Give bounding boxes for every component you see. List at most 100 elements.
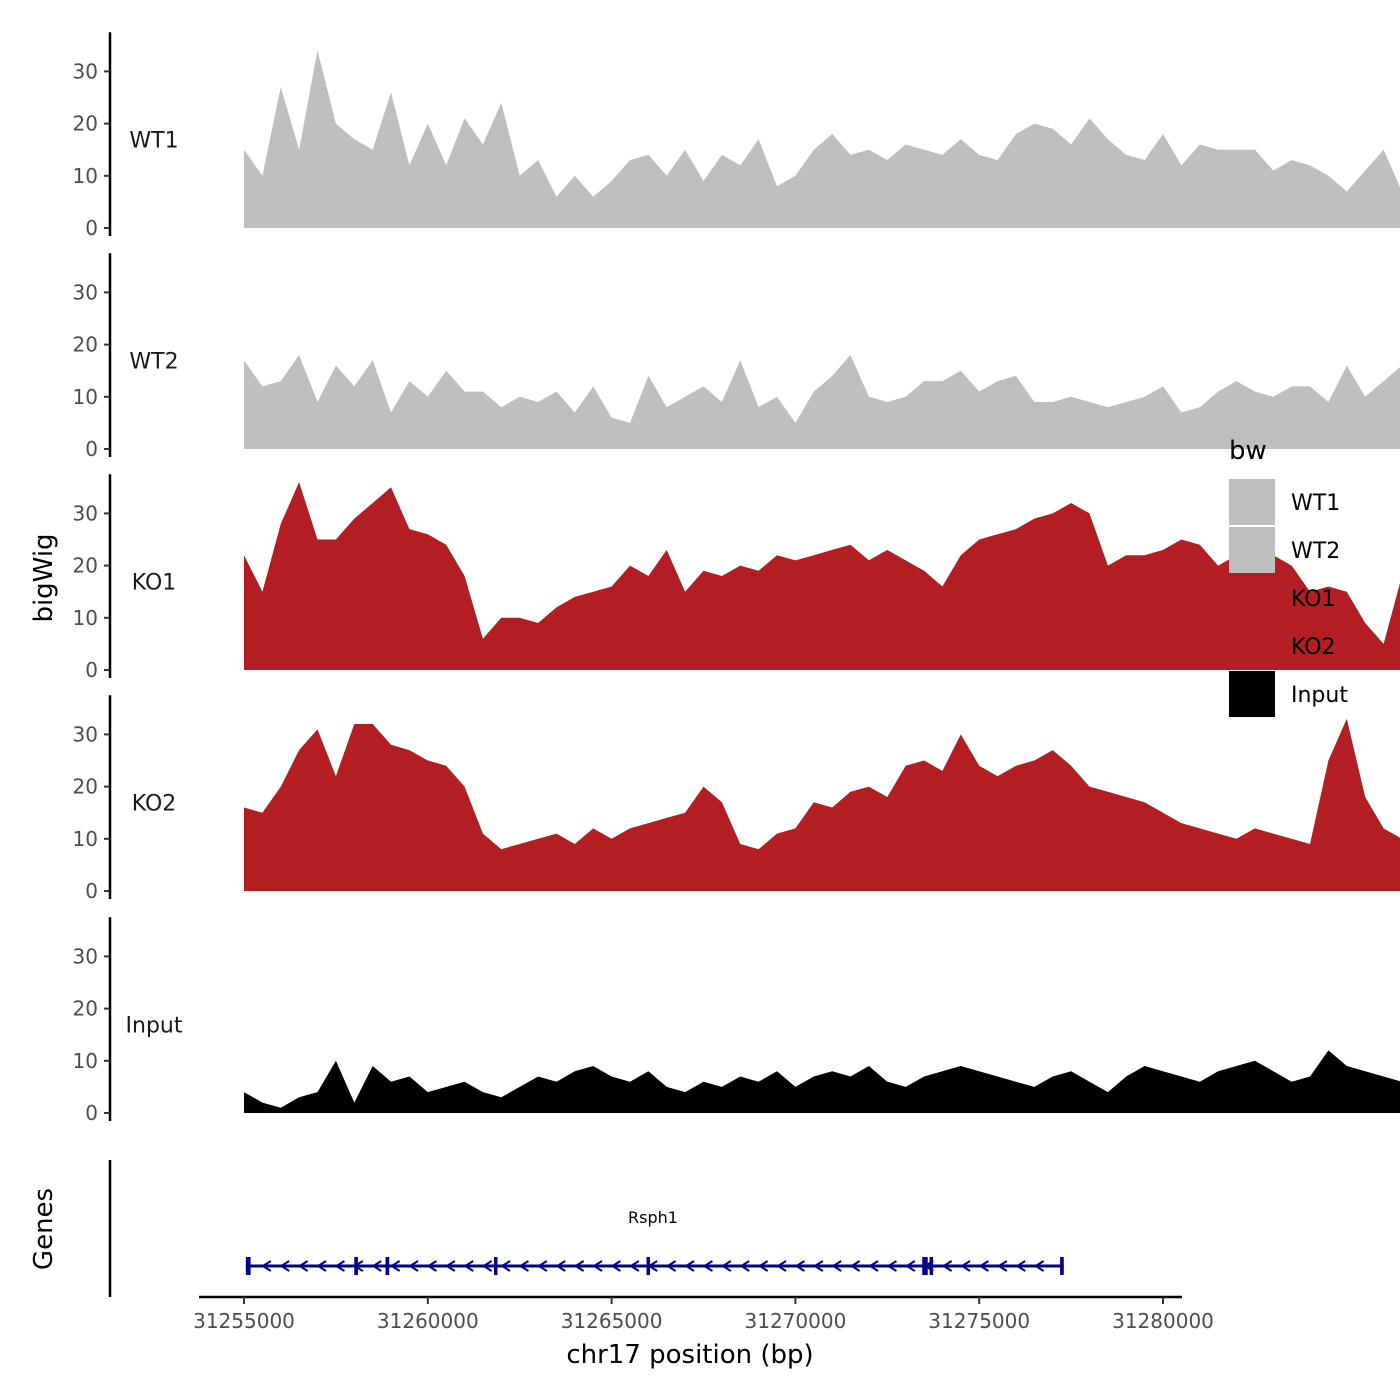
y-tick-label: 20 bbox=[73, 997, 98, 1021]
legend-title: bw bbox=[1229, 436, 1267, 466]
y-axis-title: bigWig bbox=[29, 533, 59, 622]
strand-arrow bbox=[868, 1260, 879, 1272]
legend-swatch-input bbox=[1229, 671, 1275, 717]
strand-arrow bbox=[408, 1260, 419, 1272]
strand-arrow bbox=[316, 1260, 327, 1272]
strand-arrow bbox=[739, 1260, 750, 1272]
strand-arrow bbox=[573, 1260, 585, 1272]
strand-arrow bbox=[684, 1260, 695, 1272]
gene-track-panel: Rsph1 bbox=[108, 1160, 1064, 1297]
strand-arrow bbox=[279, 1260, 290, 1272]
y-tick-label: 20 bbox=[73, 333, 98, 357]
y-tick-label: 0 bbox=[85, 216, 98, 240]
strand-arrow bbox=[794, 1260, 805, 1272]
legend-label-ko2: KO2 bbox=[1291, 635, 1336, 660]
x-axis-title: chr17 position (bp) bbox=[566, 1340, 813, 1370]
strand-arrow bbox=[776, 1260, 787, 1272]
strand-arrow bbox=[389, 1260, 401, 1272]
legend-swatch-ko2 bbox=[1229, 623, 1275, 669]
signal-area-ko1 bbox=[244, 482, 1400, 670]
gene-exon bbox=[1060, 1257, 1064, 1275]
gene-name-label: Rsph1 bbox=[628, 1208, 678, 1227]
x-tick-label: 31265000 bbox=[561, 1309, 663, 1333]
track-label: KO1 bbox=[132, 570, 177, 595]
track-input: 0 10 20 30 Input bbox=[73, 917, 1400, 1125]
gene-exon bbox=[385, 1257, 390, 1275]
track-wt1: 0 10 20 30 WT1 bbox=[73, 32, 1400, 240]
gene-exon bbox=[493, 1257, 498, 1275]
x-tick-label: 31260000 bbox=[377, 1309, 479, 1333]
y-tick-label: 10 bbox=[73, 385, 98, 409]
strand-arrow bbox=[444, 1260, 456, 1272]
y-tick-label: 30 bbox=[73, 59, 98, 83]
legend-label-input: Input bbox=[1291, 683, 1348, 708]
legend-label-ko1: KO1 bbox=[1291, 587, 1336, 612]
y-tick-label: 30 bbox=[73, 722, 98, 746]
legend: bw WT1 WT2 KO1 KO2 Input bbox=[1229, 436, 1348, 717]
strand-arrow bbox=[996, 1260, 1008, 1272]
strand-arrow bbox=[592, 1260, 603, 1272]
legend-swatch-ko1 bbox=[1229, 575, 1275, 621]
y-tick-label: 10 bbox=[73, 606, 98, 630]
strand-arrow bbox=[500, 1260, 511, 1272]
strand-arrow bbox=[481, 1260, 493, 1272]
signal-area-wt1 bbox=[244, 50, 1400, 228]
strand-arrow bbox=[1015, 1260, 1026, 1272]
y-tick-label: 30 bbox=[73, 501, 98, 525]
strand-arrow bbox=[849, 1260, 861, 1272]
strand-arrow bbox=[463, 1260, 474, 1272]
x-tick-label: 31275000 bbox=[928, 1309, 1030, 1333]
y-tick-label: 20 bbox=[73, 112, 98, 136]
y-tick-label: 30 bbox=[73, 280, 98, 304]
strand-arrow bbox=[536, 1260, 548, 1272]
track-label: KO2 bbox=[132, 791, 177, 816]
strand-arrow bbox=[555, 1260, 566, 1272]
y-tick-label: 30 bbox=[73, 944, 98, 968]
x-axis: 31255000 31260000 31265000 31270000 31275000… bbox=[193, 1295, 1214, 1333]
strand-arrow bbox=[886, 1260, 897, 1272]
y-tick-label: 20 bbox=[73, 554, 98, 578]
strand-arrow bbox=[297, 1260, 309, 1272]
y-tick-label: 0 bbox=[85, 1101, 98, 1125]
strand-arrow bbox=[665, 1260, 677, 1272]
strand-arrow bbox=[757, 1260, 769, 1272]
strand-arrow bbox=[628, 1260, 640, 1272]
y-tick-label: 10 bbox=[73, 827, 98, 851]
legend-label-wt1: WT1 bbox=[1291, 491, 1340, 516]
strand-arrow bbox=[610, 1260, 621, 1272]
track-label: WT1 bbox=[129, 128, 178, 153]
signal-area-input bbox=[244, 1050, 1400, 1113]
gene-exon bbox=[929, 1257, 934, 1275]
strand-arrow bbox=[1033, 1260, 1045, 1272]
y-tick-label: 10 bbox=[73, 164, 98, 188]
track-ko2: 0 10 20 30 KO2 bbox=[73, 695, 1400, 903]
track-wt2: 0 10 20 30 WT2 bbox=[73, 253, 1400, 461]
strand-arrow bbox=[426, 1260, 437, 1272]
strand-arrow bbox=[334, 1260, 345, 1272]
y-tick-label: 0 bbox=[85, 879, 98, 903]
strand-arrow bbox=[518, 1260, 529, 1272]
gene-exon bbox=[354, 1257, 358, 1275]
strand-arrow bbox=[812, 1260, 824, 1272]
x-tick-label: 31255000 bbox=[193, 1309, 295, 1333]
y-tick-label: 20 bbox=[73, 775, 98, 799]
gene-exon bbox=[646, 1257, 651, 1275]
signal-area-wt2 bbox=[244, 355, 1400, 449]
track-label: Input bbox=[126, 1013, 183, 1038]
strand-arrow bbox=[978, 1260, 989, 1272]
strand-arrow bbox=[904, 1260, 916, 1272]
signal-area-ko2 bbox=[244, 718, 1400, 891]
y-tick-label: 0 bbox=[85, 437, 98, 461]
legend-label-wt2: WT2 bbox=[1291, 539, 1340, 564]
signal-tracks: 0 10 20 30 WT1 0 10 20 30 WT2 0 10 20 30 KO1 0 10 20 30 KO2… bbox=[73, 32, 1400, 1125]
x-tick-label: 31280000 bbox=[1112, 1309, 1214, 1333]
gene-track-title: Genes bbox=[29, 1188, 59, 1270]
track-label: WT2 bbox=[129, 349, 178, 374]
strand-arrow bbox=[720, 1260, 732, 1272]
track-ko1: 0 10 20 30 KO1 bbox=[73, 474, 1400, 682]
y-tick-label: 0 bbox=[85, 658, 98, 682]
strand-arrow bbox=[831, 1260, 842, 1272]
strand-arrow bbox=[260, 1260, 272, 1272]
y-tick-label: 10 bbox=[73, 1049, 98, 1073]
